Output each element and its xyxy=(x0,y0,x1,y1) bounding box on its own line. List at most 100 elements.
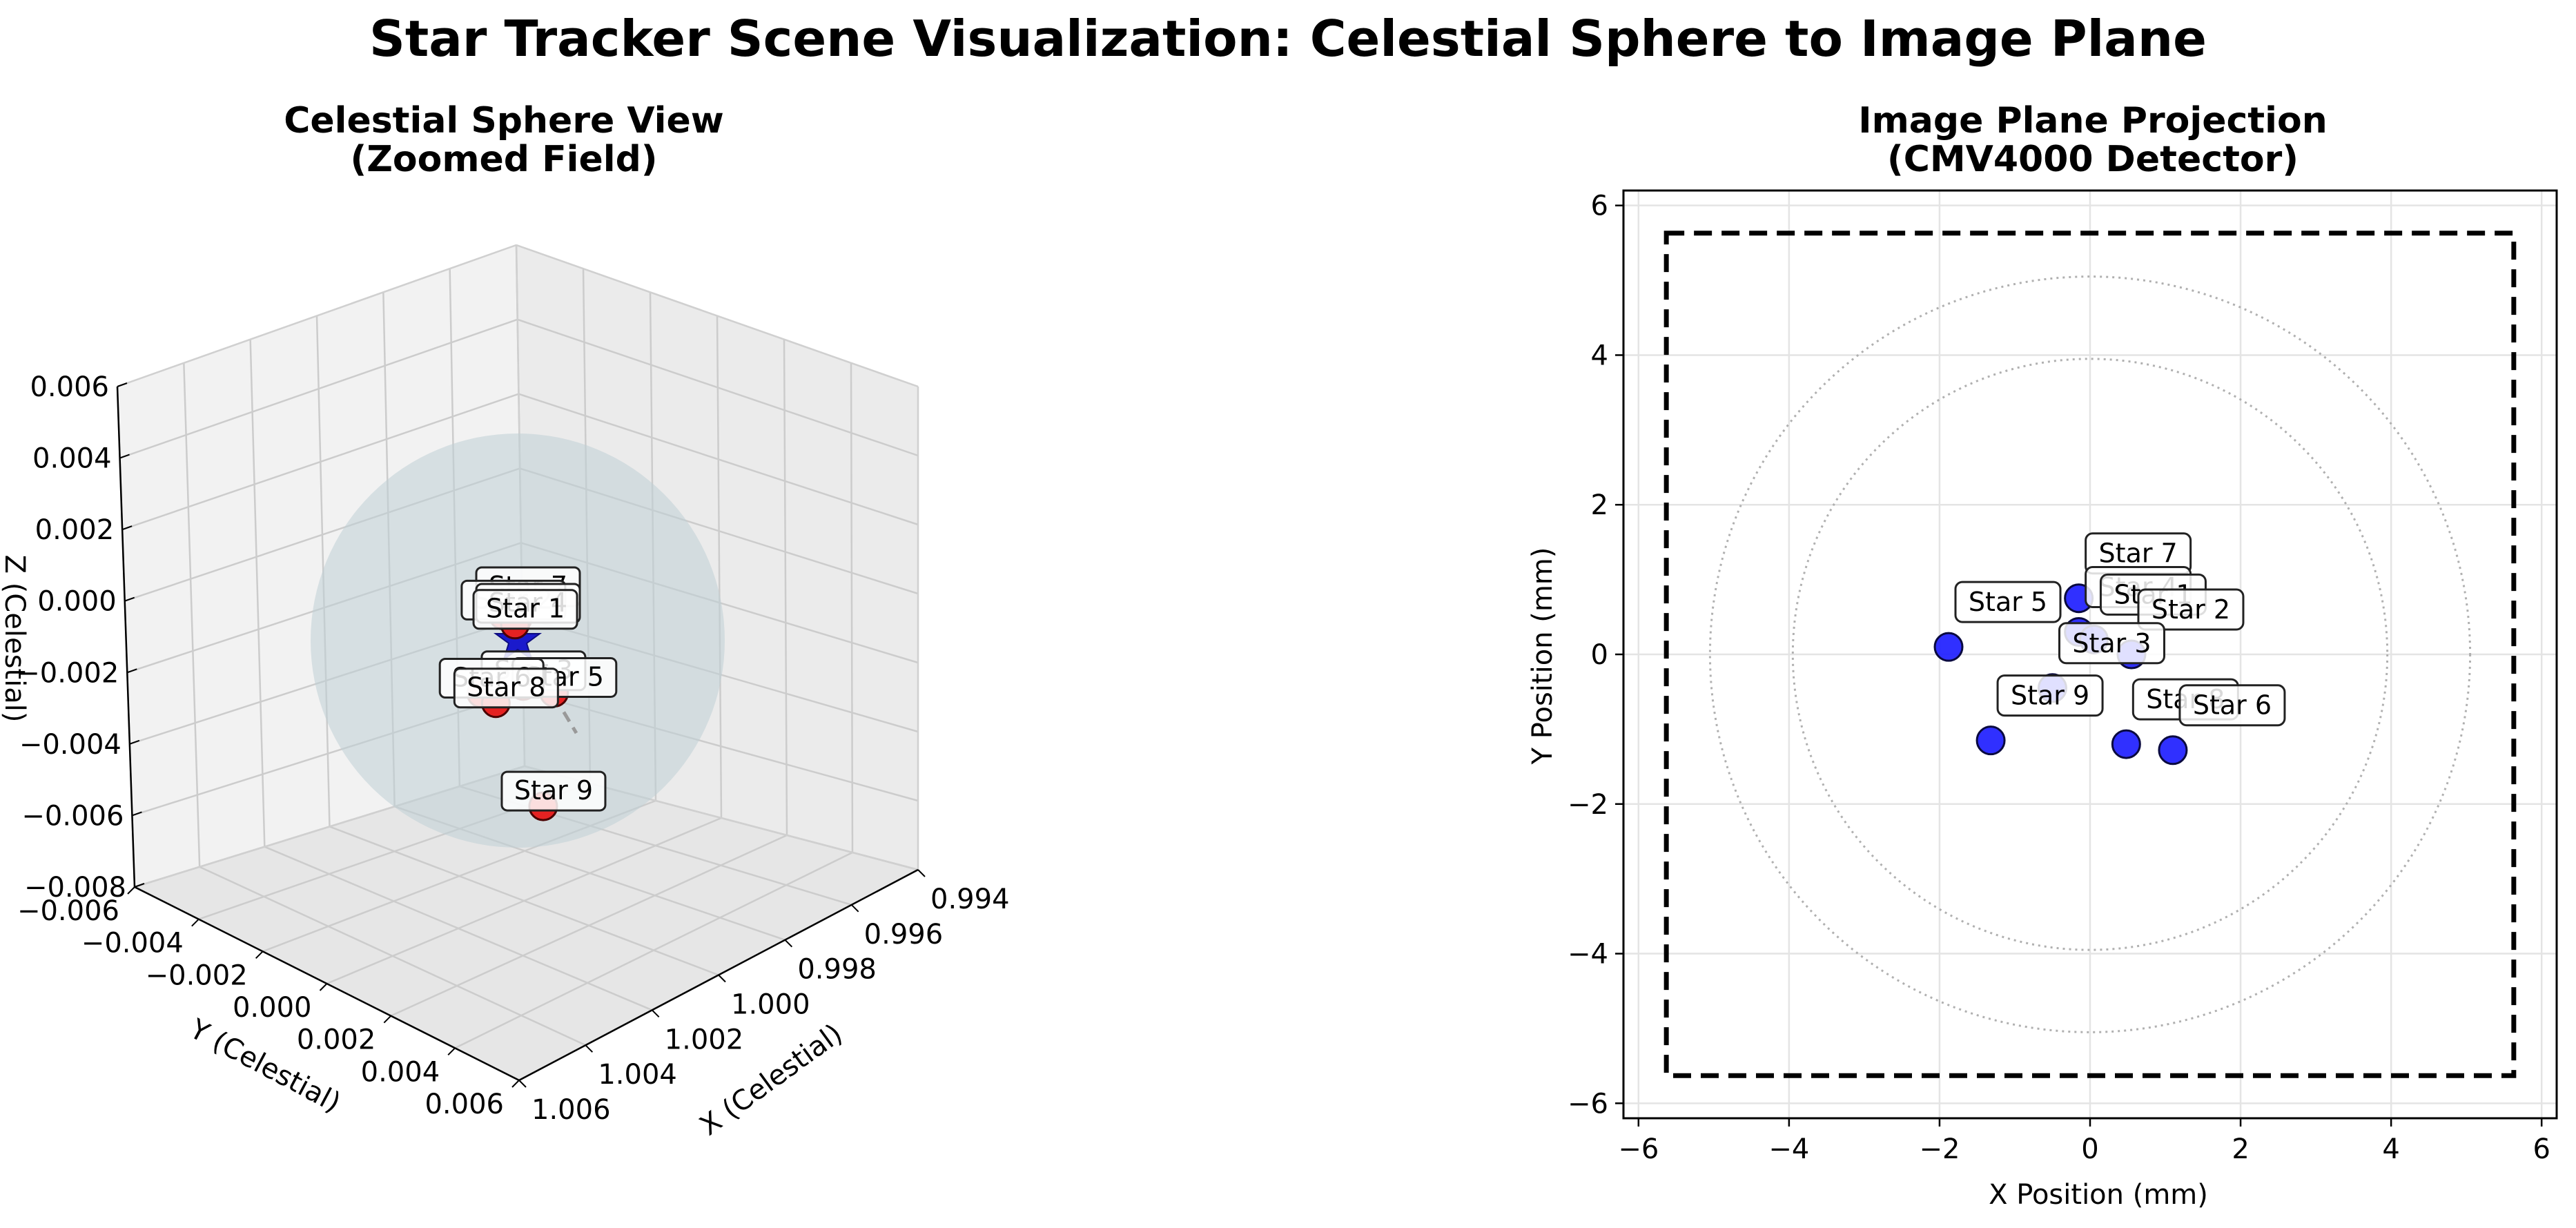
x-tick-label: 0 xyxy=(2081,1133,2098,1165)
x-tick-label: 0.996 xyxy=(864,919,944,951)
y-tick xyxy=(447,1047,456,1056)
star-point xyxy=(2064,616,2094,647)
detector-boundary xyxy=(1663,231,2517,1078)
z-tick-label: −0.008 xyxy=(24,872,126,904)
star-label: Star 1 xyxy=(486,594,565,624)
z-tick-label: 0.000 xyxy=(37,586,117,618)
y-tick-label: 0 xyxy=(1591,639,1608,671)
y-tick-label: −2 xyxy=(1568,789,1608,821)
star-label-box xyxy=(1954,581,2062,623)
x-tick xyxy=(651,1009,660,1018)
star-label: Star 3 xyxy=(2072,628,2151,659)
x-tick-label: 0.998 xyxy=(797,954,877,986)
y-tick xyxy=(255,951,264,959)
z-axis-label: Z (Celestial) xyxy=(0,555,30,723)
x-tick-label: 1.006 xyxy=(531,1094,611,1126)
y-tick-label: 2 xyxy=(1591,489,1608,521)
star-label: Star 9 xyxy=(514,775,593,806)
star-point xyxy=(2064,583,2094,614)
x-tick-label: 1.000 xyxy=(731,989,810,1021)
y-tick-label: 6 xyxy=(1591,191,1608,222)
star-label-box xyxy=(453,667,559,709)
star-label-box xyxy=(1996,674,2104,717)
grid-line xyxy=(454,851,853,1049)
star-point xyxy=(2078,624,2109,654)
star-label-box xyxy=(2131,678,2239,721)
z-tick-label: −0.004 xyxy=(19,729,121,761)
y-tick xyxy=(191,918,199,927)
fov-circle xyxy=(1791,358,2389,951)
x-tick xyxy=(784,939,793,948)
x-tick xyxy=(850,904,859,913)
z-tick-label: −0.002 xyxy=(17,657,119,689)
axis-grid xyxy=(116,244,919,1082)
axis-ticks: −0.008−0.006−0.004−0.0020.0000.0020.0040… xyxy=(17,371,1009,1126)
right-panel-title-line2: (CMV4000 Detector) xyxy=(1887,139,2299,180)
x-tick xyxy=(718,974,726,983)
star-point xyxy=(1933,632,1964,662)
z-tick xyxy=(126,668,137,674)
z-tick xyxy=(124,596,135,602)
grid-line xyxy=(850,362,854,853)
grid-line xyxy=(518,393,919,526)
star-point xyxy=(2111,729,2141,759)
star-label-box xyxy=(2099,573,2207,616)
x-tick xyxy=(585,1044,594,1053)
y-tick xyxy=(127,886,135,895)
y-tick-label: −0.004 xyxy=(81,928,184,959)
right-panel-title-line1: Image Plane Projection xyxy=(1858,100,2327,142)
star-label-box xyxy=(2178,684,2286,727)
x-tick-label: 1.004 xyxy=(598,1059,677,1091)
grid-line xyxy=(716,315,723,819)
star-point xyxy=(2037,673,2067,703)
celestial-sphere-panel: Celestial Sphere View (Zoomed Field) −0.… xyxy=(0,100,1010,1142)
star-label-box xyxy=(2137,588,2245,631)
star-label-box xyxy=(472,589,578,630)
star-label: Star 6 xyxy=(2193,690,2272,721)
y-tick-label: −4 xyxy=(1568,939,1608,971)
plot-frame xyxy=(1622,189,2558,1120)
star-label: Star 8 xyxy=(467,672,545,703)
x-tick xyxy=(917,869,926,877)
y-tick-label: −0.006 xyxy=(17,895,119,927)
star-label-box xyxy=(500,770,607,812)
y-tick xyxy=(319,983,328,991)
x-tick-label: −2 xyxy=(1919,1133,1960,1165)
grid-line xyxy=(121,393,519,531)
star-label: Star 9 xyxy=(2011,681,2089,711)
left-panel-title-line1: Celestial Sphere View xyxy=(284,100,724,142)
z-tick xyxy=(117,382,128,387)
y-tick xyxy=(511,1080,520,1088)
z-tick-label: 0.006 xyxy=(30,371,109,403)
grid-line xyxy=(783,339,788,836)
z-tick-label: −0.006 xyxy=(21,800,124,832)
x-tick-label: 2 xyxy=(2232,1133,2249,1165)
star-label-box xyxy=(2058,622,2165,665)
grid-line xyxy=(119,318,518,459)
right-y-axis-label: Y Position (mm) xyxy=(1527,547,1559,766)
x-tick-label: 1.002 xyxy=(665,1024,744,1055)
star-label: Star 2 xyxy=(2151,594,2230,625)
z-tick xyxy=(121,525,133,531)
y-tick-label: 0.002 xyxy=(297,1024,376,1056)
z-tick xyxy=(132,811,142,817)
y-tick xyxy=(383,1015,392,1024)
z-tick-label: 0.004 xyxy=(32,443,112,475)
figure-title: Star Tracker Scene Visualization: Celest… xyxy=(369,10,2207,68)
pane-edge xyxy=(117,244,517,387)
z-tick xyxy=(134,883,145,888)
z-tick-label: 0.002 xyxy=(35,514,115,546)
y-tick-label: 4 xyxy=(1591,340,1608,371)
star-label: Star 5 xyxy=(1969,587,2047,617)
star-label: Star 4 xyxy=(2099,572,2178,602)
x-tick-label: 6 xyxy=(2533,1133,2550,1165)
y-tick-label: 0.000 xyxy=(233,992,312,1024)
star-label-box xyxy=(2085,532,2192,575)
star-label: Star 7 xyxy=(2099,538,2178,569)
x-tick-label: −4 xyxy=(1768,1133,1809,1165)
x-tick xyxy=(518,1080,527,1088)
fov-circle xyxy=(1708,275,2472,1033)
star-point xyxy=(2158,735,2188,766)
